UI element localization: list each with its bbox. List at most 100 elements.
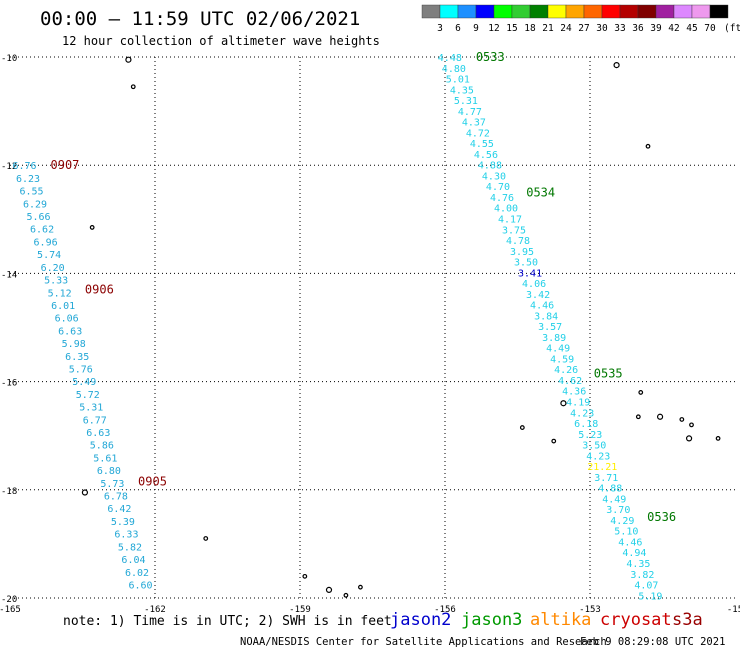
wave-height-value: 4.35 [450,85,474,96]
island [715,436,721,441]
wave-height-value: 3.89 [542,333,566,344]
wave-height-value: 5.12 [48,288,72,299]
y-tick-label: -18 [1,487,17,497]
scale-swatch [439,4,459,19]
scale-label: 12 [488,23,499,34]
x-tick-label: -153 [579,605,601,615]
x-tick-label: -165 [0,605,21,615]
island [89,225,95,230]
island [679,417,685,422]
scale-swatch [457,4,477,19]
wave-height-value: 3.70 [606,505,630,516]
wave-height-value: 5.98 [62,339,86,350]
island [645,143,651,149]
wave-height-value: 4.88 [478,161,502,172]
wave-height-value: 4.23 [586,451,610,462]
scale-swatch [421,4,441,19]
wave-height-value: 3.75 [502,225,526,236]
wave-height-value: 6.62 [30,225,54,236]
island [613,62,620,69]
wave-height-value: 4.46 [530,301,554,312]
wave-height-value: 3.57 [538,322,562,333]
island [325,586,333,593]
island [130,84,136,90]
scale-label: 33 [614,23,625,34]
wave-height-value: 6.33 [114,530,138,541]
wave-height-value: 4.37 [462,118,486,129]
scale-swatch [673,4,693,19]
island [81,489,89,496]
footer-timestamp: Feb 9 08:29:08 UTC 2021 [580,636,725,648]
island [635,414,641,420]
wave-height-value: 6.06 [55,314,79,325]
scale-swatch [691,4,711,19]
wave-height-value: 5.19 [638,591,662,602]
scale-swatch [547,4,567,19]
island [656,413,664,420]
wave-height-value: 4.29 [610,516,634,527]
scale-swatch [601,4,621,19]
wave-height-value: 4.06 [522,279,546,290]
wave-height-value: 3.41 [518,268,542,279]
wave-height-value: 4.77 [458,107,482,118]
scale-label: 24 [560,23,572,34]
satellite-legend-jason2: jason2 [390,610,451,630]
scale-label: 70 [704,23,716,34]
island [689,422,694,428]
scale-label: 36 [632,23,644,34]
wave-height-value: 5.76 [69,364,93,375]
scale-label: 21 [542,23,554,34]
wave-height-value: 6.23 [16,174,40,185]
wave-height-value: 6.35 [65,352,89,363]
land-outlines [81,56,721,598]
y-tick-label: -20 [1,595,17,605]
scale-label: 18 [524,23,536,34]
chart-title: 00:00 — 11:59 UTC 02/06/2021 [40,8,360,30]
wave-height-value: 6.63 [86,428,110,439]
x-tick-label: -156 [434,605,456,615]
island [638,390,644,395]
pass-time-label: 0534 [526,185,555,199]
satellite-legend-cryosat: cryosat [600,610,672,630]
pass-time-label: 0535 [594,366,623,380]
chart-subtitle: 12 hour collection of altimeter wave hei… [62,34,380,48]
wave-height-value: 6.04 [121,555,145,566]
wave-height-value: 4.48 [438,53,462,64]
wave-height-value: 5.49 [72,377,96,388]
wave-height-value: 4.88 [598,484,622,495]
wave-height-value: 4.72 [466,128,490,139]
footer-credit: NOAA/NESDIS Center for Satellite Applica… [240,636,607,648]
wave-height-value: 3.71 [594,473,618,484]
wave-height-value: 4.30 [482,171,506,182]
wave-height-value: 4.17 [498,214,522,225]
wave-height-value: 5.72 [76,390,100,401]
legend-note: note: 1) Time is in UTC; 2) SWH is in fe… [63,614,392,629]
wave-height-value: 6.77 [83,415,107,426]
wave-height-value: 4.49 [602,494,626,505]
scale-label: 27 [578,23,589,34]
scale-swatch [619,4,639,19]
scale-unit: (ft) [724,23,740,34]
scale-label: 6 [455,23,461,34]
y-tick-label: -16 [1,379,17,389]
wave-height-value: 6.63 [58,326,82,337]
wave-height-value: 4.19 [566,398,590,409]
wave-height-value: 4.49 [546,344,570,355]
wave-height-value: 5.86 [90,441,114,452]
scale-label: 39 [650,23,662,34]
wave-height-value: 3.50 [582,441,606,452]
pass-time-label: 0907 [51,158,80,172]
x-tick-label: -159 [289,605,311,615]
scale-swatch [565,4,585,19]
island [358,584,363,590]
wave-height-value: 4.76 [490,193,514,204]
wave-height-value: 5.23 [578,430,602,441]
scale-label: 9 [473,23,479,34]
scale-label: 3 [437,23,443,34]
wave-height-value: 4.59 [550,354,574,365]
axis-tick-labels: -10 -12 -14 -16 -18 -20-165 -162 -159 -156 -153 -1… [0,54,740,615]
wave-height-value: 6.29 [23,199,47,210]
wave-height-value: 6.76 [12,161,36,172]
